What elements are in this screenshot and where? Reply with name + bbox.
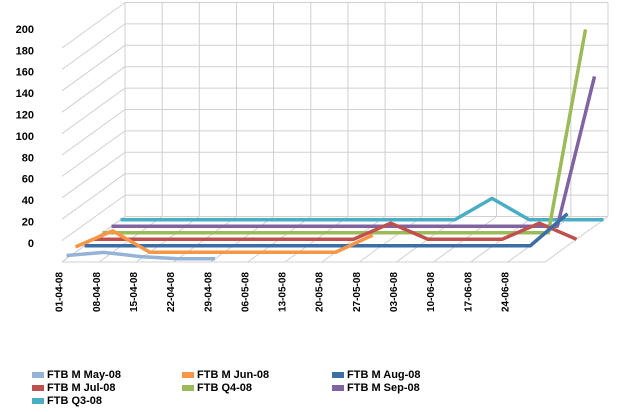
grid-line: [61, 44, 126, 92]
y-tick-label: 0: [28, 238, 34, 250]
x-tick-label: 27-05-08: [352, 272, 363, 312]
series-line: [66, 250, 216, 261]
x-tick-label: 10-06-08: [426, 272, 437, 312]
x-tick-label: 17-06-08: [463, 272, 474, 312]
x-tick-label: 15-04-08: [129, 272, 140, 312]
grid-line: [61, 173, 126, 220]
legend-label: FTB Q4-08: [197, 382, 252, 394]
x-tick-label: 20-05-08: [315, 272, 326, 312]
grid-line: [61, 87, 126, 135]
y-tick-label: 20: [22, 217, 34, 229]
grid-line: [61, 66, 126, 113]
legend-swatch: [32, 372, 44, 378]
legend-swatch: [182, 372, 194, 378]
y-tick-label: 200: [16, 24, 34, 36]
y-tick-label: 140: [16, 88, 34, 100]
grid-line: [358, 216, 423, 263]
y-tick-label: 80: [22, 152, 34, 164]
legend-swatch: [332, 372, 344, 378]
x-tick-label: 29-04-08: [203, 272, 214, 312]
x-tick-label: 13-05-08: [278, 272, 289, 312]
x-tick-label: 24-06-08: [500, 272, 511, 312]
series-line: [111, 76, 597, 228]
grid-line: [61, 130, 126, 177]
legend-swatch: [332, 385, 344, 391]
x-tick-label: 22-04-08: [166, 272, 177, 312]
legend-label: FTB M Jul-08: [47, 382, 115, 394]
legend-label: FTB Q3-08: [47, 395, 102, 407]
y-tick-label: 160: [16, 67, 34, 79]
x-tick-label: 06-05-08: [240, 272, 251, 312]
y-tick-label: 180: [16, 45, 34, 57]
x-tick-label: 01-04-08: [55, 272, 66, 312]
legend-label: FTB M Sep-08: [347, 382, 420, 394]
y-tick-label: 100: [16, 131, 34, 143]
grid-line: [61, 2, 126, 49]
x-tick-label: 03-06-08: [389, 272, 400, 312]
legend-label: FTB M Jun-08: [197, 369, 269, 381]
legend-swatch: [182, 385, 194, 391]
series-line: [102, 29, 588, 235]
legend-swatch: [32, 385, 44, 391]
legend-label: FTB M Aug-08: [347, 369, 421, 381]
grid-line: [61, 109, 126, 156]
grid-line: [61, 194, 126, 242]
series-line: [74, 229, 374, 254]
series-line: [120, 196, 604, 222]
grid-line: [61, 151, 126, 199]
series-line: [84, 212, 569, 248]
y-tick-label: 120: [16, 110, 34, 122]
grid-line: [61, 23, 126, 70]
y-tick-label: 40: [22, 195, 34, 207]
series-line: [93, 221, 578, 241]
legend-swatch: [32, 398, 44, 404]
y-tick-label: 60: [22, 174, 34, 186]
x-tick-label: 08-04-08: [92, 272, 103, 312]
legend-label: FTB M May-08: [47, 369, 121, 381]
